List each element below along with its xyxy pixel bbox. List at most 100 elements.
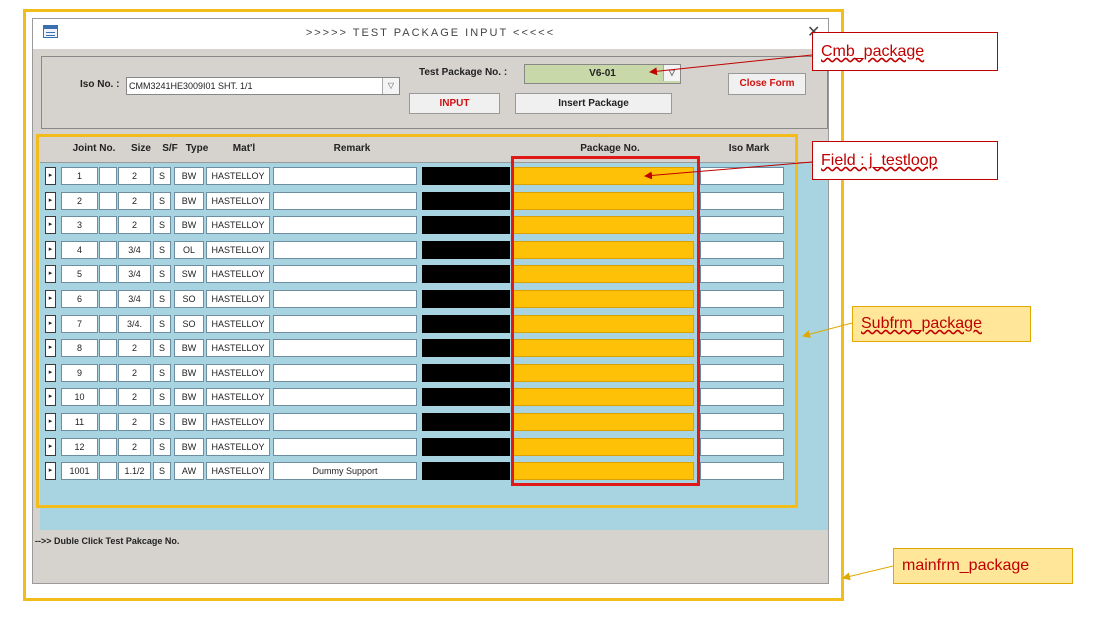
type-cell[interactable]: BW bbox=[174, 437, 204, 456]
joint-no-cell[interactable]: 5 bbox=[61, 265, 98, 284]
sf-cell[interactable]: S bbox=[153, 388, 171, 407]
flag-cell[interactable] bbox=[99, 437, 117, 456]
remark-cell[interactable] bbox=[273, 339, 417, 358]
flag-cell[interactable] bbox=[99, 462, 117, 481]
sf-cell[interactable]: S bbox=[153, 413, 171, 431]
chevron-down-icon[interactable]: ▽ bbox=[382, 78, 399, 94]
iso-mark-cell[interactable] bbox=[700, 265, 784, 284]
flag-cell[interactable] bbox=[99, 339, 117, 358]
matl-cell[interactable]: HASTELLOY bbox=[206, 216, 270, 235]
matl-cell[interactable]: HASTELLOY bbox=[206, 437, 270, 456]
hidden-field-cell[interactable] bbox=[422, 363, 510, 382]
matl-cell[interactable]: HASTELLOY bbox=[206, 388, 270, 407]
hidden-field-cell[interactable] bbox=[422, 314, 510, 333]
remark-cell[interactable] bbox=[273, 167, 417, 185]
sf-cell[interactable]: S bbox=[153, 462, 171, 481]
row-selector-icon[interactable]: ▸ bbox=[45, 413, 56, 431]
row-selector-icon[interactable]: ▸ bbox=[45, 240, 56, 259]
hidden-field-cell[interactable] bbox=[422, 191, 510, 210]
type-cell[interactable]: SO bbox=[174, 314, 204, 333]
remark-cell[interactable] bbox=[273, 216, 417, 235]
table-row[interactable]: ▸ 4 3/4 S OL HASTELLOY bbox=[40, 238, 828, 262]
matl-cell[interactable]: HASTELLOY bbox=[206, 265, 270, 284]
row-selector-icon[interactable]: ▸ bbox=[45, 339, 56, 358]
sf-cell[interactable]: S bbox=[153, 437, 171, 456]
row-selector-icon[interactable]: ▸ bbox=[45, 216, 56, 235]
matl-cell[interactable]: HASTELLOY bbox=[206, 462, 270, 481]
flag-cell[interactable] bbox=[99, 167, 117, 185]
flag-cell[interactable] bbox=[99, 265, 117, 284]
type-cell[interactable]: BW bbox=[174, 363, 204, 382]
joint-no-cell[interactable]: 12 bbox=[61, 437, 98, 456]
sf-cell[interactable]: S bbox=[153, 363, 171, 382]
insert-package-button[interactable]: Insert Package bbox=[515, 93, 672, 114]
joint-no-cell[interactable]: 1001 bbox=[61, 462, 98, 481]
table-row[interactable]: ▸ 6 3/4 S SO HASTELLOY bbox=[40, 287, 828, 311]
size-cell[interactable]: 2 bbox=[118, 216, 151, 235]
size-cell[interactable]: 2 bbox=[118, 413, 151, 431]
flag-cell[interactable] bbox=[99, 314, 117, 333]
size-cell[interactable]: 2 bbox=[118, 191, 151, 210]
flag-cell[interactable] bbox=[99, 240, 117, 259]
iso-mark-cell[interactable] bbox=[700, 413, 784, 431]
matl-cell[interactable]: HASTELLOY bbox=[206, 290, 270, 308]
row-selector-icon[interactable]: ▸ bbox=[45, 167, 56, 185]
type-cell[interactable]: BW bbox=[174, 388, 204, 407]
matl-cell[interactable]: HASTELLOY bbox=[206, 363, 270, 382]
matl-cell[interactable]: HASTELLOY bbox=[206, 314, 270, 333]
iso-combo[interactable]: CMM3241HE3009I01 SHT. 1/1 ▽ bbox=[126, 77, 400, 95]
type-cell[interactable]: SO bbox=[174, 290, 204, 308]
remark-cell[interactable]: Dummy Support bbox=[273, 462, 417, 481]
size-cell[interactable]: 1.1/2 bbox=[118, 462, 151, 481]
size-cell[interactable]: 3/4. bbox=[118, 314, 151, 333]
remark-cell[interactable] bbox=[273, 388, 417, 407]
iso-mark-cell[interactable] bbox=[700, 216, 784, 235]
type-cell[interactable]: BW bbox=[174, 339, 204, 358]
iso-mark-cell[interactable] bbox=[700, 388, 784, 407]
remark-cell[interactable] bbox=[273, 191, 417, 210]
table-row[interactable]: ▸ 2 2 S BW HASTELLOY bbox=[40, 189, 828, 213]
table-row[interactable]: ▸ 10 2 S BW HASTELLOY bbox=[40, 385, 828, 409]
row-selector-icon[interactable]: ▸ bbox=[45, 191, 56, 210]
row-selector-icon[interactable]: ▸ bbox=[45, 290, 56, 308]
sf-cell[interactable]: S bbox=[153, 339, 171, 358]
joint-no-cell[interactable]: 3 bbox=[61, 216, 98, 235]
table-row[interactable]: ▸ 12 2 S BW HASTELLOY bbox=[40, 435, 828, 459]
table-row[interactable]: ▸ 8 2 S BW HASTELLOY bbox=[40, 336, 828, 360]
flag-cell[interactable] bbox=[99, 191, 117, 210]
matl-cell[interactable]: HASTELLOY bbox=[206, 191, 270, 210]
table-row[interactable]: ▸ 9 2 S BW HASTELLOY bbox=[40, 361, 828, 385]
joint-no-cell[interactable]: 8 bbox=[61, 339, 98, 358]
hidden-field-cell[interactable] bbox=[422, 216, 510, 235]
joint-no-cell[interactable]: 2 bbox=[61, 191, 98, 210]
hidden-field-cell[interactable] bbox=[422, 388, 510, 407]
joint-no-cell[interactable]: 4 bbox=[61, 240, 98, 259]
hidden-field-cell[interactable] bbox=[422, 290, 510, 308]
hidden-field-cell[interactable] bbox=[422, 240, 510, 259]
matl-cell[interactable]: HASTELLOY bbox=[206, 167, 270, 185]
size-cell[interactable]: 2 bbox=[118, 363, 151, 382]
iso-mark-cell[interactable] bbox=[700, 314, 784, 333]
hidden-field-cell[interactable] bbox=[422, 339, 510, 358]
joint-no-cell[interactable]: 9 bbox=[61, 363, 98, 382]
sf-cell[interactable]: S bbox=[153, 216, 171, 235]
remark-cell[interactable] bbox=[273, 413, 417, 431]
flag-cell[interactable] bbox=[99, 363, 117, 382]
row-selector-icon[interactable]: ▸ bbox=[45, 388, 56, 407]
remark-cell[interactable] bbox=[273, 363, 417, 382]
sf-cell[interactable]: S bbox=[153, 314, 171, 333]
joint-no-cell[interactable]: 6 bbox=[61, 290, 98, 308]
remark-cell[interactable] bbox=[273, 240, 417, 259]
sf-cell[interactable]: S bbox=[153, 290, 171, 308]
type-cell[interactable]: AW bbox=[174, 462, 204, 481]
hidden-field-cell[interactable] bbox=[422, 167, 510, 185]
iso-mark-cell[interactable] bbox=[700, 339, 784, 358]
joint-no-cell[interactable]: 11 bbox=[61, 413, 98, 431]
size-cell[interactable]: 2 bbox=[118, 167, 151, 185]
row-selector-icon[interactable]: ▸ bbox=[45, 265, 56, 284]
iso-mark-cell[interactable] bbox=[700, 462, 784, 481]
type-cell[interactable]: BW bbox=[174, 191, 204, 210]
size-cell[interactable]: 2 bbox=[118, 339, 151, 358]
iso-mark-cell[interactable] bbox=[700, 191, 784, 210]
size-cell[interactable]: 3/4 bbox=[118, 240, 151, 259]
